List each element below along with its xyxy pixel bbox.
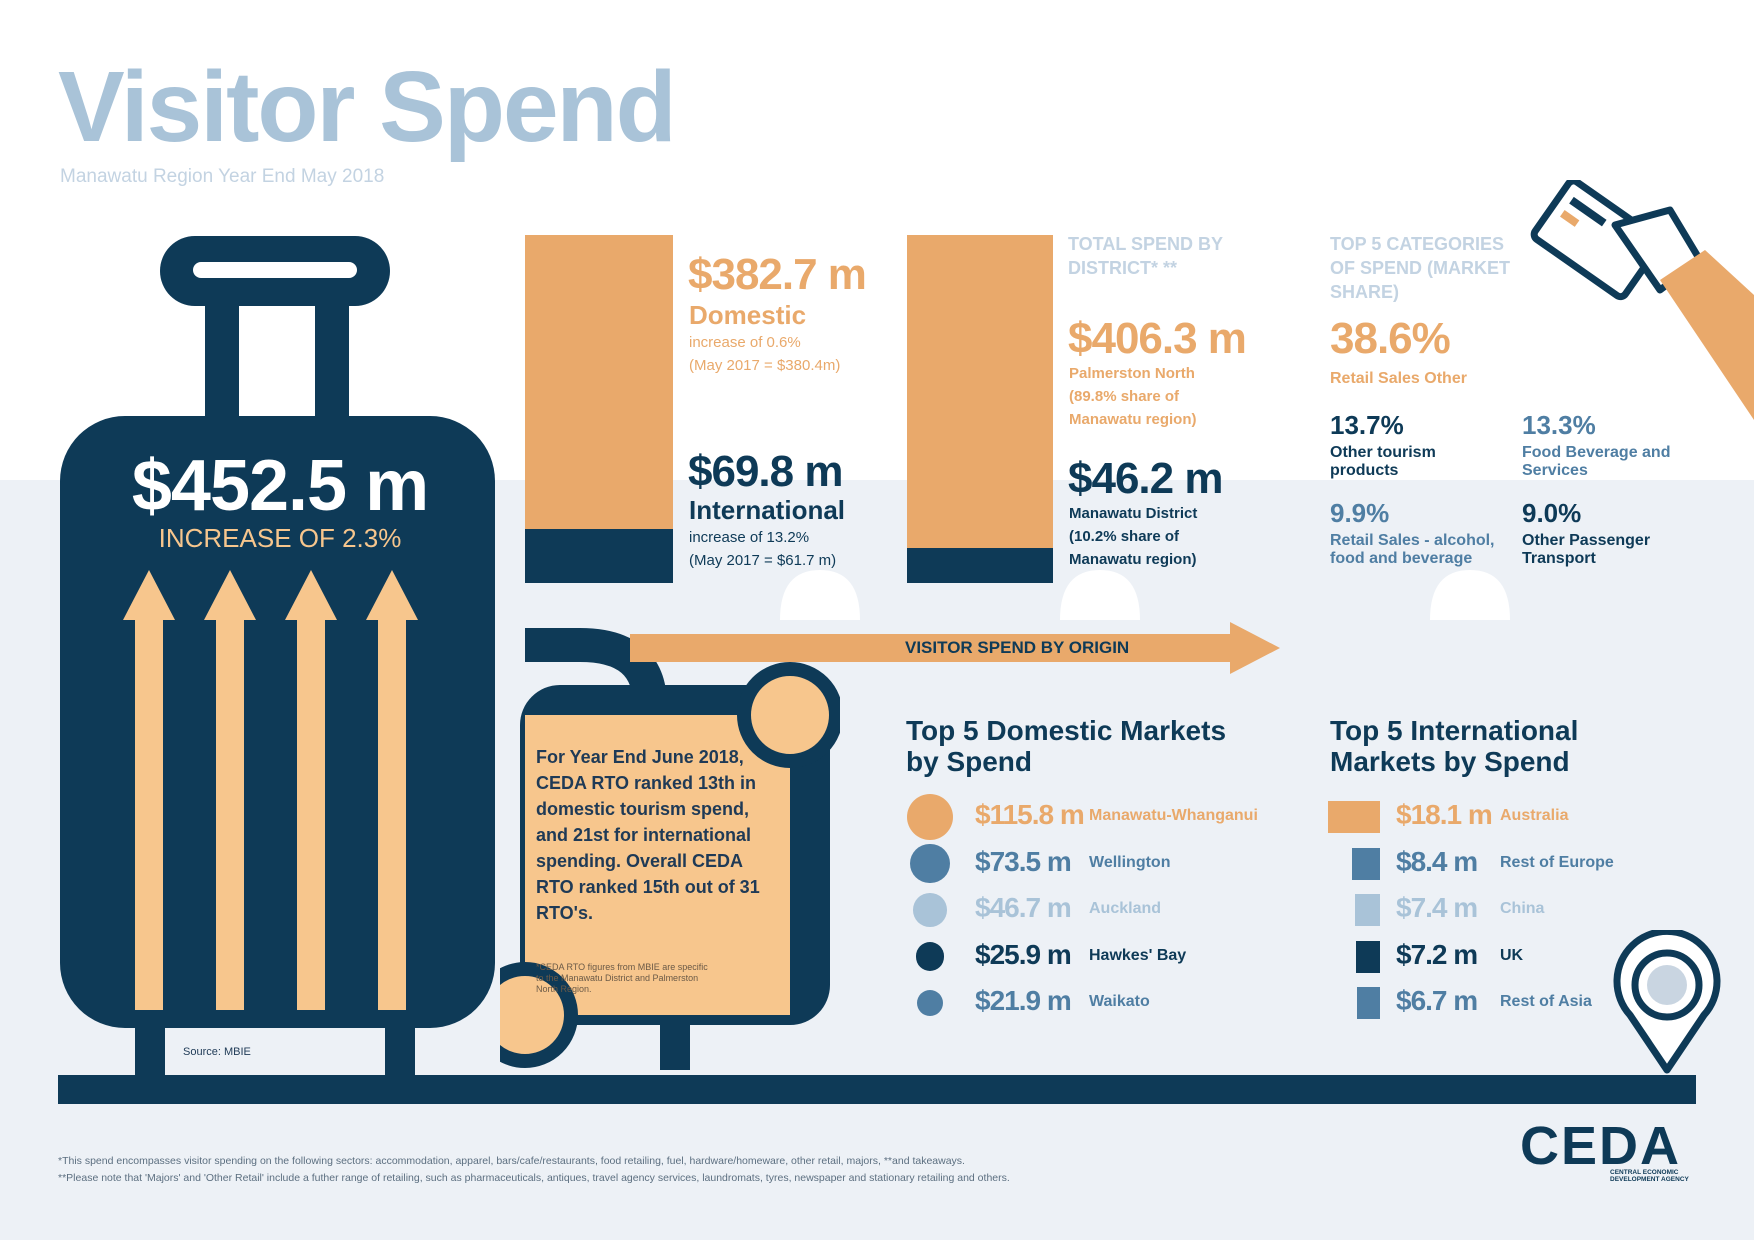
palmerston-share: (89.8% share of Manawatu region): [1069, 388, 1197, 428]
district-bar: [907, 235, 1053, 583]
market-row: $7.4 m China: [1328, 888, 1728, 932]
category-label: Other tourism products: [1330, 444, 1436, 479]
manawatu-value: $46.2 m: [1068, 454, 1223, 503]
market-row: $6.7 m Rest of Asia: [1328, 981, 1728, 1025]
category-pct: 9.9%: [1330, 498, 1390, 528]
market-name: Rest of Europe: [1500, 853, 1614, 871]
market-value: $18.1 m: [1396, 799, 1493, 830]
domestic-label: Domestic: [689, 300, 807, 330]
origin-arrow-icon: [630, 622, 1280, 674]
category-label: Food Beverage and Services: [1522, 444, 1671, 479]
market-value: $115.8 m: [975, 799, 1085, 830]
page-subtitle: Manawatu Region Year End May 2018: [60, 166, 385, 187]
up-arrow-icon: [366, 570, 418, 1010]
up-arrow-icon: [204, 570, 256, 1010]
hand-card-icon: [1530, 180, 1754, 420]
market-row: $7.2 m UK: [1328, 935, 1728, 979]
market-name: Auckland: [1089, 900, 1162, 917]
ceda-logo: CEDA: [1520, 1116, 1682, 1176]
category-pct: 9.0%: [1522, 498, 1582, 528]
origin-arrow-label: VISITOR SPEND BY ORIGIN: [905, 638, 1130, 657]
domestic-international-bar: [525, 235, 673, 583]
market-bar-marker: [1356, 987, 1380, 1019]
market-row: $25.9 m Hawkes' Bay: [905, 935, 1305, 979]
market-circle-marker: [913, 893, 947, 927]
market-value: $7.4 m: [1396, 892, 1478, 923]
market-circle-marker: [907, 794, 953, 840]
market-bar-marker: [1352, 847, 1380, 880]
location-pin-icon: [1613, 930, 1721, 1074]
district-heading: TOTAL SPEND BY DISTRICT* **: [1068, 234, 1223, 278]
market-bar-marker: [1355, 940, 1380, 973]
market-row: $46.7 m Auckland: [905, 888, 1305, 932]
footnote: *This spend encompasses visitor spending…: [58, 1155, 965, 1167]
up-arrow-icon: [285, 570, 337, 1010]
manawatu-bar-segment: [907, 547, 1053, 583]
total-spend-change: INCREASE OF 2.3%: [158, 523, 402, 553]
domestic-markets-heading: Top 5 Domestic Markets by Spend: [906, 715, 1227, 777]
market-row: $18.1 m Australia: [1328, 795, 1728, 839]
domestic-prior: (May 2017 = $380.4m): [689, 357, 841, 374]
ceda-logo-tagline: CENTRAL ECONOMIC DEVELOPMENT AGENCY: [1610, 1169, 1689, 1183]
international-label: International: [689, 495, 846, 525]
market-name: Wellington: [1089, 853, 1171, 871]
page-title: Visitor Spend: [58, 51, 677, 163]
market-row: $8.4 m Rest of Europe: [1328, 842, 1728, 886]
category-top-label: Retail Sales Other: [1330, 370, 1467, 387]
market-name: Waikato: [1089, 993, 1150, 1010]
market-circle-marker: [915, 942, 945, 971]
footnote: **Please note that 'Majors' and 'Other R…: [58, 1172, 1010, 1184]
market-value: $21.9 m: [975, 985, 1072, 1016]
market-row: $73.5 m Wellington: [905, 842, 1305, 886]
international-prior: (May 2017 = $61.7 m): [689, 552, 837, 569]
palmerston-name: Palmerston North: [1069, 365, 1195, 382]
category-top-pct: 38.6%: [1330, 314, 1451, 363]
international-change: increase of 13.2%: [689, 529, 810, 546]
domestic-change: increase of 0.6%: [689, 334, 801, 351]
domestic-bar-segment: [525, 235, 673, 530]
market-row: $115.8 m Manawatu-Whanganui: [905, 794, 1305, 840]
market-value: $7.2 m: [1396, 938, 1478, 970]
market-circle-marker: [910, 843, 950, 884]
market-bar-marker: [1328, 801, 1380, 833]
international-markets-list: $18.1 m Australia $8.4 m Rest of Europe $7.4…: [1328, 795, 1728, 1035]
ranking-note: For Year End June 2018, CEDA RTO ranked …: [536, 747, 760, 923]
market-name: UK: [1500, 946, 1524, 964]
total-spend-value: $452.5 m: [131, 446, 429, 526]
market-value: $6.7 m: [1396, 985, 1478, 1016]
market-value: $73.5 m: [975, 845, 1072, 877]
market-name: Hawkes' Bay: [1089, 946, 1187, 964]
small-suitcase-icon: [500, 628, 840, 1070]
international-bar-segment: [525, 529, 673, 583]
category-label: Retail Sales - alcohol, food and beverag…: [1330, 532, 1495, 567]
palmerston-value: $406.3 m: [1068, 314, 1247, 363]
categories-heading: TOP 5 CATEGORIES OF SPEND (MARKET SHARE): [1330, 234, 1510, 302]
market-name: Australia: [1500, 807, 1569, 824]
international-markets-heading: Top 5 International Markets by Spend: [1330, 715, 1579, 777]
market-name: China: [1500, 900, 1545, 917]
palmerston-bar-segment: [907, 235, 1053, 548]
market-name: Manawatu-Whanganui: [1089, 807, 1258, 824]
market-value: $25.9 m: [975, 938, 1072, 970]
category-label: Other Passenger Transport: [1522, 532, 1651, 567]
increase-arrows: [123, 570, 418, 1010]
manawatu-name: Manawatu District: [1069, 505, 1198, 522]
category-pct: 13.7%: [1330, 410, 1404, 440]
market-bar-marker: [1355, 894, 1380, 926]
category-pct: 13.3%: [1522, 410, 1596, 440]
manawatu-share: (10.2% share of Manawatu region): [1069, 528, 1197, 568]
market-row: $21.9 m Waikato: [905, 981, 1305, 1025]
up-arrow-icon: [123, 570, 175, 1010]
market-value: $8.4 m: [1396, 845, 1478, 877]
market-circle-marker: [916, 989, 944, 1017]
market-name: Rest of Asia: [1500, 993, 1592, 1010]
international-value: $69.8 m: [688, 447, 843, 496]
source-label: Source: MBIE: [183, 1046, 251, 1058]
ranking-footnote: *CEDA RTO figures from MBIE are specific…: [536, 962, 708, 994]
domestic-value: $382.7 m: [688, 250, 867, 299]
market-value: $46.7 m: [975, 892, 1072, 923]
ground-line: [58, 1075, 1696, 1104]
domestic-markets-list: $115.8 m Manawatu-Whanganui $73.5 m Welling…: [905, 794, 1305, 1035]
